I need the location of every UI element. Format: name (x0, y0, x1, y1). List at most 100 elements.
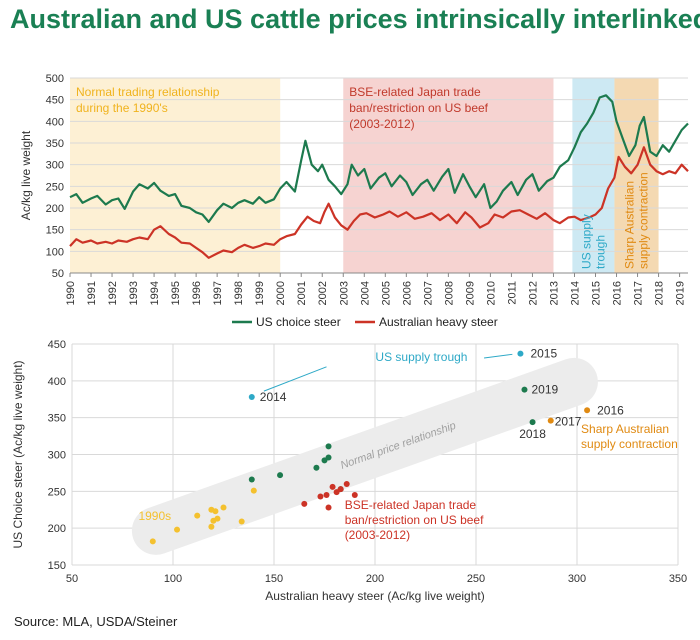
x-tick-label: 2004 (359, 281, 371, 305)
band-shape (131, 357, 598, 555)
x-tick-label: 2005 (380, 281, 392, 305)
scatter-point (325, 504, 332, 511)
x-tick-label: 1997 (212, 281, 224, 305)
x-tick-label: 2018 (654, 281, 666, 305)
y-tick-label: 100 (46, 246, 64, 258)
x-tick-label: 1994 (149, 281, 161, 305)
scatter-point (248, 476, 255, 483)
x-tick-label: 2003 (338, 281, 350, 305)
x-tick-label: 300 (568, 573, 586, 585)
x-tick-label: 2019 (675, 281, 687, 305)
y-tick-label: 300 (48, 450, 66, 462)
point-label: 2014 (260, 390, 287, 404)
x-tick-label: 50 (66, 573, 78, 585)
y-tick-label: 350 (46, 138, 64, 150)
x-tick-label: 1996 (191, 281, 203, 305)
x-tick-label: 2010 (485, 281, 497, 305)
shaded-period-3 (614, 78, 659, 273)
group-label-sharp-contraction: supply contraction (581, 437, 678, 451)
point-label: 2015 (530, 347, 557, 361)
y-tick-label: 450 (46, 95, 64, 107)
source-note: Source: MLA, USDA/Steiner (14, 614, 178, 629)
series-line-us-choice-steer (69, 94, 689, 223)
period-label: trough (593, 235, 607, 269)
scatter-point (584, 407, 591, 414)
x-tick-label: 2012 (527, 281, 539, 305)
legend-label: US choice steer (256, 315, 341, 329)
x-tick-label: 2000 (275, 281, 287, 305)
x-tick-label: 2002 (317, 281, 329, 305)
scatter-point (325, 443, 332, 450)
y-tick-label: 250 (46, 181, 64, 193)
scatter-point (277, 472, 284, 479)
x-tick-label: 150 (265, 573, 283, 585)
period-label: (2003-2012) (349, 117, 414, 131)
scatter-point (248, 394, 255, 401)
x-tick-label: 2007 (422, 281, 434, 305)
y-axis-label: US Choice steer (Ac/kg live weight) (11, 360, 25, 548)
legend-label: Australian heavy steer (379, 315, 498, 329)
point-label: 2016 (597, 403, 624, 417)
y-tick-label: 500 (46, 73, 64, 85)
scatter-point (149, 538, 156, 545)
scatter-point (517, 350, 524, 357)
x-tick-label: 2006 (401, 281, 413, 305)
x-tick-label: 1991 (86, 281, 98, 305)
x-tick-label: 100 (164, 573, 182, 585)
scatter-point (351, 492, 358, 499)
x-tick-label: 2013 (548, 281, 560, 305)
supply-trough-pointer (263, 366, 327, 392)
scatter-point (194, 512, 201, 519)
period-label: Normal trading relationship (76, 85, 220, 99)
scatter-point (529, 419, 536, 426)
series-line-australian-heavy-steer (69, 146, 689, 259)
scatter-point (337, 486, 344, 493)
group-label-bse: ban/restriction on US beef (345, 513, 484, 527)
scatter-point (521, 386, 528, 393)
y-tick-label: 200 (48, 523, 66, 535)
x-tick-label: 1993 (128, 281, 140, 305)
point-label: 2017 (555, 415, 582, 429)
scatter-point (238, 518, 245, 525)
x-tick-label: 2009 (464, 281, 476, 305)
scatter-point (547, 417, 554, 424)
x-tick-label: 1992 (107, 281, 119, 305)
y-tick-label: 300 (46, 160, 64, 172)
y-tick-label: 400 (48, 376, 66, 388)
x-tick-label: 2016 (612, 281, 624, 305)
x-tick-label: 1998 (233, 281, 245, 305)
y-tick-label: 150 (46, 225, 64, 237)
x-tick-label: 2014 (569, 281, 581, 305)
x-tick-label: 200 (366, 573, 384, 585)
x-tick-label: 2008 (443, 281, 455, 305)
period-label: supply contraction (637, 172, 651, 269)
scatter-point (323, 492, 330, 499)
y-tick-label: 50 (52, 268, 64, 280)
chart-title: Australian and US cattle prices intrinsi… (10, 4, 700, 34)
scatter-point (174, 526, 181, 533)
period-label: BSE-related Japan trade (349, 85, 481, 99)
scatter-point (313, 464, 320, 471)
scatter-point (250, 487, 257, 494)
x-axis-label: Australian heavy steer (Ac/kg live weigh… (265, 589, 484, 603)
scatter-point (214, 515, 221, 522)
x-tick-label: 350 (669, 573, 687, 585)
normal-relationship-band (131, 357, 598, 555)
x-tick-label: 1990 (65, 281, 77, 305)
point-label: 2018 (519, 427, 546, 441)
shaded-period-0 (70, 78, 281, 273)
x-tick-label: 2015 (591, 281, 603, 305)
y-tick-label: 450 (48, 339, 66, 351)
scatter-point (208, 523, 215, 530)
x-tick-label: 2011 (506, 281, 518, 305)
period-label: ban/restriction on US beef (349, 101, 488, 115)
y-tick-label: 200 (46, 203, 64, 215)
period-label: Sharp Australian (623, 181, 637, 269)
scatter-point (220, 504, 227, 511)
x-tick-label: 1999 (254, 281, 266, 305)
group-label-bse: BSE-related Japan trade (345, 498, 477, 512)
scatter-point (212, 508, 219, 515)
shaded-period-1 (343, 78, 554, 273)
scatter-point (317, 493, 324, 500)
